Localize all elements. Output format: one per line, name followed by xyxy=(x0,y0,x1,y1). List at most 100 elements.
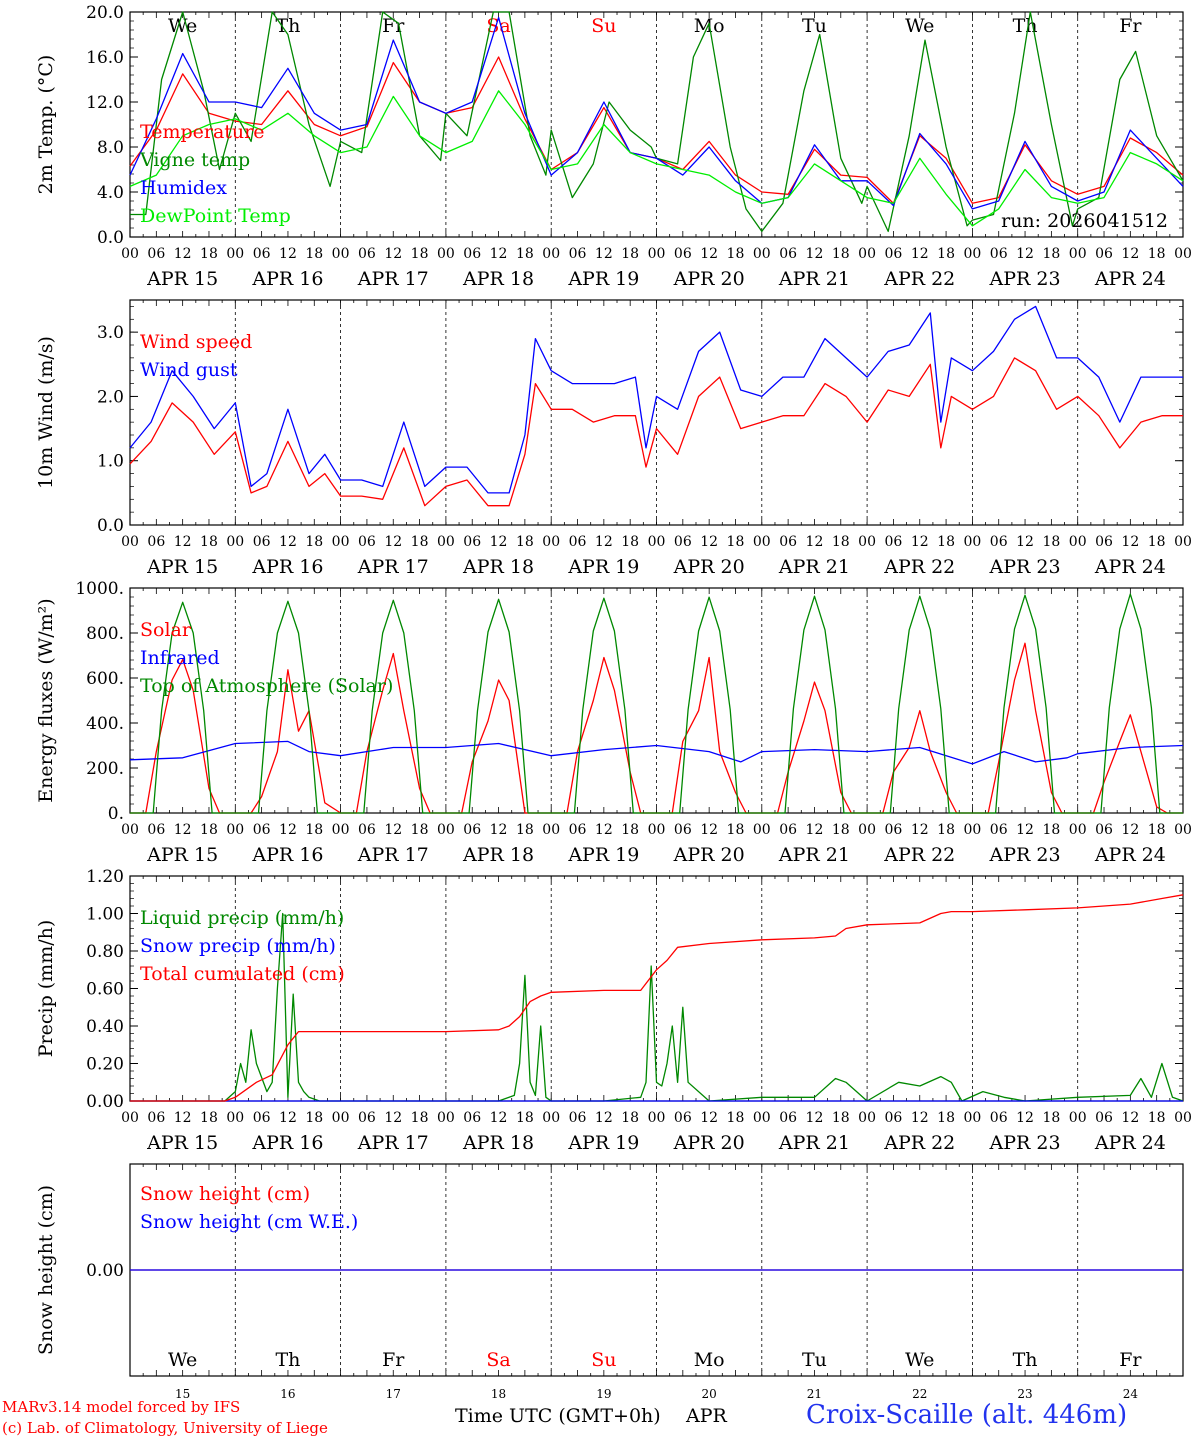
hour-label: 12 xyxy=(1016,534,1034,550)
hour-label: 18 xyxy=(621,534,639,550)
y-tick-label: 3.0 xyxy=(97,323,124,343)
hour-label: 18 xyxy=(1042,822,1060,838)
day-number: 20 xyxy=(702,1387,717,1401)
legend-entry: DewPoint Temp xyxy=(140,205,291,227)
hour-label: 18 xyxy=(727,1110,745,1126)
date-label: APR 17 xyxy=(357,844,429,866)
hour-label: 18 xyxy=(411,1110,429,1126)
lab-credit: (c) Lab. of Climatology, University of L… xyxy=(2,1419,328,1437)
hour-label: 00 xyxy=(1069,1110,1087,1126)
hour-label: 18 xyxy=(516,246,534,262)
model-credit: MARv3.14 model forced by IFS xyxy=(2,1398,241,1416)
hour-label: 12 xyxy=(806,822,824,838)
hour-label: 00 xyxy=(121,246,139,262)
hour-label: 00 xyxy=(226,534,244,550)
date-label: APR 21 xyxy=(778,556,850,578)
hour-label: 06 xyxy=(885,246,903,262)
legend-entry: Wind speed xyxy=(140,331,252,353)
hour-label: 18 xyxy=(832,1110,850,1126)
date-label: APR 20 xyxy=(673,844,745,866)
run-annotation: run: 2026041512 xyxy=(1001,210,1168,232)
hour-label: 06 xyxy=(569,534,587,550)
series-line-wind-gust xyxy=(129,305,1183,494)
hour-label: 00 xyxy=(753,1110,771,1126)
hour-label: 18 xyxy=(832,534,850,550)
hour-label: 06 xyxy=(674,822,692,838)
month-label: APR xyxy=(686,1405,727,1427)
hour-label: 06 xyxy=(1095,1110,1113,1126)
hour-label: 12 xyxy=(279,1110,297,1126)
hour-label: 18 xyxy=(832,246,850,262)
date-label: APR 19 xyxy=(567,1132,639,1154)
hour-label: 00 xyxy=(648,246,666,262)
hour-label: 18 xyxy=(305,534,323,550)
hour-label: 06 xyxy=(569,1110,587,1126)
hour-label: 12 xyxy=(490,1110,508,1126)
hour-label: 12 xyxy=(595,822,613,838)
legend-entry: Top of Atmosphere (Solar) xyxy=(140,675,393,697)
hour-label: 06 xyxy=(253,534,271,550)
hour-label: 00 xyxy=(1069,822,1087,838)
panel-frame xyxy=(129,299,1184,526)
date-label: APR 16 xyxy=(251,268,323,290)
hour-label: 06 xyxy=(463,1110,481,1126)
hour-label: 18 xyxy=(1148,246,1166,262)
hour-label: 06 xyxy=(779,822,797,838)
weekday-label: We xyxy=(905,1349,934,1371)
day-number: 24 xyxy=(1123,1387,1139,1401)
hour-label: 12 xyxy=(911,822,929,838)
hour-label: 06 xyxy=(885,534,903,550)
day-number: 22 xyxy=(912,1387,927,1401)
hour-label: 00 xyxy=(121,822,139,838)
hour-label: 18 xyxy=(200,534,218,550)
hour-label: 12 xyxy=(279,534,297,550)
y-axis-title: Snow height (cm) xyxy=(35,1185,57,1355)
date-label: APR 17 xyxy=(357,268,429,290)
hour-label: 18 xyxy=(937,822,955,838)
legend-entry: Snow precip (mm/h) xyxy=(140,935,336,957)
y-tick-label: 12.0 xyxy=(86,93,124,113)
hour-label: 00 xyxy=(963,1110,981,1126)
weekday-label: We xyxy=(168,1349,197,1371)
date-label: APR 22 xyxy=(883,556,955,578)
date-label: APR 15 xyxy=(146,268,218,290)
date-label: APR 16 xyxy=(251,844,323,866)
y-tick-label: 0. xyxy=(108,804,124,824)
hour-label: 12 xyxy=(279,246,297,262)
series-line-infrared xyxy=(129,740,1184,765)
hour-label: 18 xyxy=(937,246,955,262)
date-label: APR 17 xyxy=(357,1132,429,1154)
day-number: 18 xyxy=(491,1387,506,1401)
date-label: APR 23 xyxy=(989,556,1061,578)
weekday-label: Fr xyxy=(382,1349,405,1371)
hour-label: 18 xyxy=(1148,1110,1166,1126)
hour-label: 12 xyxy=(1121,534,1139,550)
hour-label: 00 xyxy=(963,246,981,262)
hour-label: 06 xyxy=(674,1110,692,1126)
date-label: APR 22 xyxy=(883,1132,955,1154)
date-label: APR 23 xyxy=(989,268,1061,290)
hour-label: 00 xyxy=(542,1110,560,1126)
date-label: APR 22 xyxy=(883,268,955,290)
day-number: 16 xyxy=(280,1387,295,1401)
hour-label: 06 xyxy=(569,246,587,262)
date-label: APR 15 xyxy=(146,844,218,866)
hour-label: 00 xyxy=(121,534,139,550)
hour-label: 06 xyxy=(358,534,376,550)
day-number: 19 xyxy=(596,1387,611,1401)
day-number: 15 xyxy=(175,1387,190,1401)
hour-label: 06 xyxy=(990,534,1008,550)
hour-label: 00 xyxy=(226,1110,244,1126)
hour-label: 06 xyxy=(990,1110,1008,1126)
date-label: APR 20 xyxy=(673,556,745,578)
weekday-label: Su xyxy=(591,1349,616,1371)
date-label: APR 16 xyxy=(251,556,323,578)
hour-label: 18 xyxy=(411,534,429,550)
hour-label: 06 xyxy=(1095,246,1113,262)
hour-label: 12 xyxy=(1016,246,1034,262)
series-line-total-cumulated-cm- xyxy=(130,894,1184,1102)
date-label: APR 23 xyxy=(989,844,1061,866)
hour-label: 06 xyxy=(147,246,165,262)
hour-label: 06 xyxy=(147,1110,165,1126)
